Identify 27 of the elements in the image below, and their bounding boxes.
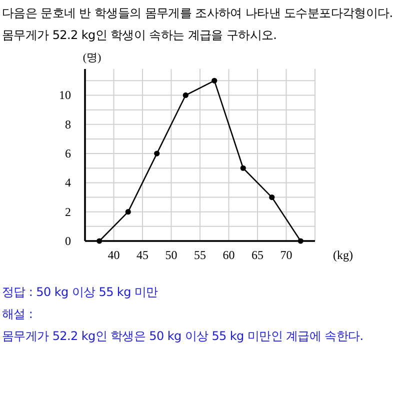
y-tick-label: 6 [65,146,71,161]
point [269,194,275,200]
chart-title: 다음은 문호네 반 학생들의 몸무게를 조사하여 나타낸 도수분포다각형이다. 몸무게가 52.2 kg인 학생이 속하는 계급을 구하시오. [1,5,394,44]
point [154,150,160,156]
text: 해설 : [2,306,34,323]
y-tick-label: 4 [65,176,71,190]
x-tick-label: 50 [165,248,178,262]
text: 정답 : 50 kg 이상 55 kg 미만 [2,284,159,301]
x-axis-title: (kg) [333,248,353,262]
x-tick-label: 60 [222,248,235,262]
point [182,92,188,98]
point [125,209,131,215]
point [298,238,304,244]
x-tick-label: 70 [280,248,292,262]
x-tick-label: 45 [136,248,148,262]
y-tick-label: 0 [65,234,71,248]
text: 몸무게가 52.2 kg인 학생은 50 kg 이상 55 kg 미만인 계급에 속한다. [2,328,364,345]
y-tick-label: 10 [59,88,71,102]
y-axis-title: (명) [82,52,102,64]
x-tick-label: 55 [194,248,206,262]
point [96,238,102,244]
point [240,165,246,171]
point [212,78,218,84]
x-tick-label: 65 [252,248,264,262]
y-tick-label: 2 [65,204,71,219]
x-tick-label: 40 [108,248,120,262]
y-tick-label: 8 [65,117,71,132]
